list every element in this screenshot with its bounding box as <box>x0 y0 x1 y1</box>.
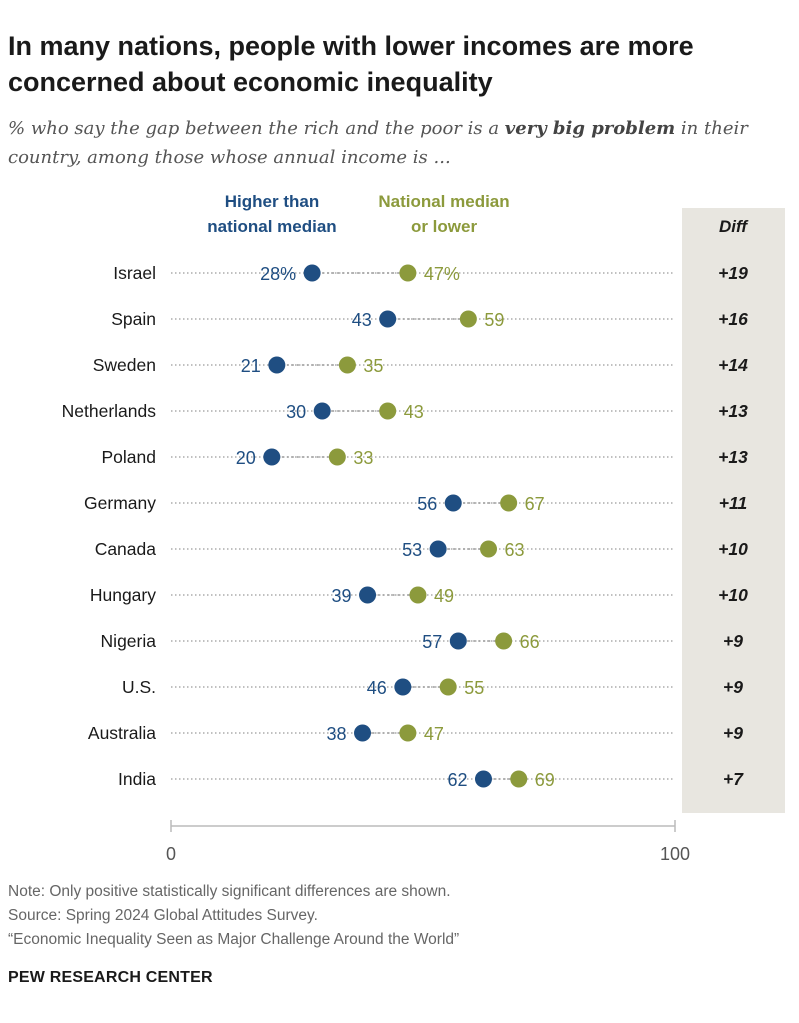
diff-value: +13 <box>718 447 748 467</box>
label-lower: 55 <box>464 678 484 698</box>
dot-higher <box>429 540 447 558</box>
category-label: Poland <box>102 447 157 467</box>
legend-lower-label: National median <box>378 192 509 211</box>
chart-subtitle: % who say the gap between the rich and t… <box>8 114 793 172</box>
label-lower: 59 <box>484 310 504 330</box>
dot-lower <box>409 586 427 604</box>
label-lower: 66 <box>520 632 540 652</box>
category-label: Germany <box>84 493 156 513</box>
dot-higher <box>303 264 321 282</box>
dot-lower <box>459 310 477 328</box>
dot-higher <box>263 448 281 466</box>
category-label: Spain <box>111 309 156 329</box>
label-lower: 35 <box>363 356 383 376</box>
diff-value: +14 <box>718 355 748 375</box>
category-label: U.S. <box>122 677 156 697</box>
category-label: Netherlands <box>62 401 157 421</box>
label-lower: 43 <box>404 402 424 422</box>
dot-lower <box>379 402 397 420</box>
diff-value: +9 <box>723 677 743 697</box>
label-higher: 39 <box>332 586 352 606</box>
dot-higher <box>379 310 397 328</box>
dot-lower <box>338 356 356 374</box>
brand-logo-text: PEW RESEARCH CENTER <box>8 969 213 986</box>
footer-notes: Note: Only positive statistically signif… <box>8 880 459 952</box>
label-higher: 30 <box>286 402 306 422</box>
label-higher: 21 <box>241 356 261 376</box>
source-text: Source: Spring 2024 Global Attitudes Sur… <box>8 907 318 924</box>
label-lower: 47% <box>424 264 460 284</box>
label-lower: 47 <box>424 724 444 744</box>
category-label: Canada <box>95 539 157 559</box>
x-tick-label: 0 <box>166 844 176 864</box>
subtitle-text-end: in their country, among those whose annu… <box>8 118 748 168</box>
dot-lower <box>439 678 457 696</box>
label-higher: 56 <box>417 494 437 514</box>
label-higher: 20 <box>236 448 256 468</box>
legend-lower-label: or lower <box>411 217 478 236</box>
dot-lower <box>399 724 417 742</box>
dot-lower <box>328 448 346 466</box>
diff-value: +7 <box>723 769 744 789</box>
dot-lower <box>495 632 513 650</box>
diff-header: Diff <box>719 217 749 236</box>
label-higher: 38 <box>326 724 346 744</box>
diff-value: +10 <box>718 585 748 605</box>
label-lower: 33 <box>353 448 373 468</box>
diff-value: +13 <box>718 401 748 421</box>
category-label: Australia <box>88 723 156 743</box>
subtitle-text: % who say the gap between the rich and t… <box>8 118 505 139</box>
label-lower: 49 <box>434 586 454 606</box>
category-label: Sweden <box>93 355 156 375</box>
x-tick-label: 100 <box>660 844 690 864</box>
diff-value: +11 <box>719 493 747 513</box>
subtitle-emphasis: very big problem <box>504 118 676 139</box>
category-label: Nigeria <box>101 631 157 651</box>
label-higher: 62 <box>447 770 467 790</box>
dot-higher <box>394 678 412 696</box>
legend-higher-label: Higher than <box>225 192 319 211</box>
diff-column-bg <box>682 208 785 813</box>
dot-higher <box>449 632 467 650</box>
diff-value: +9 <box>723 631 743 651</box>
label-higher: 46 <box>367 678 387 698</box>
label-higher: 53 <box>402 540 422 560</box>
dot-higher <box>444 494 462 512</box>
label-higher: 28% <box>260 264 296 284</box>
dot-plot-chart: Diff Higher than national median National m… <box>62 192 785 864</box>
label-lower: 69 <box>535 770 555 790</box>
dot-lower <box>510 770 528 788</box>
dot-higher <box>474 770 492 788</box>
diff-value: +10 <box>718 539 748 559</box>
dot-lower <box>480 540 498 558</box>
dot-higher <box>359 586 377 604</box>
chart-title: In many nations, people with lower incom… <box>8 31 694 97</box>
diff-value: +9 <box>723 723 743 743</box>
label-lower: 67 <box>525 494 545 514</box>
dot-higher <box>313 402 331 420</box>
report-title: “Economic Inequality Seen as Major Chall… <box>8 931 460 948</box>
label-lower: 63 <box>505 540 525 560</box>
note-text: Note: Only positive statistically signif… <box>8 883 451 900</box>
dot-higher <box>268 356 286 374</box>
category-label: Israel <box>113 263 156 283</box>
label-higher: 43 <box>352 310 372 330</box>
diff-value: +19 <box>718 263 748 283</box>
dot-lower <box>399 264 417 282</box>
diff-value: +16 <box>718 309 748 329</box>
category-label: India <box>118 769 156 789</box>
legend-higher-label: national median <box>207 217 336 236</box>
dot-higher <box>354 724 372 742</box>
dot-lower <box>500 494 518 512</box>
category-label: Hungary <box>90 585 156 605</box>
label-higher: 57 <box>422 632 442 652</box>
